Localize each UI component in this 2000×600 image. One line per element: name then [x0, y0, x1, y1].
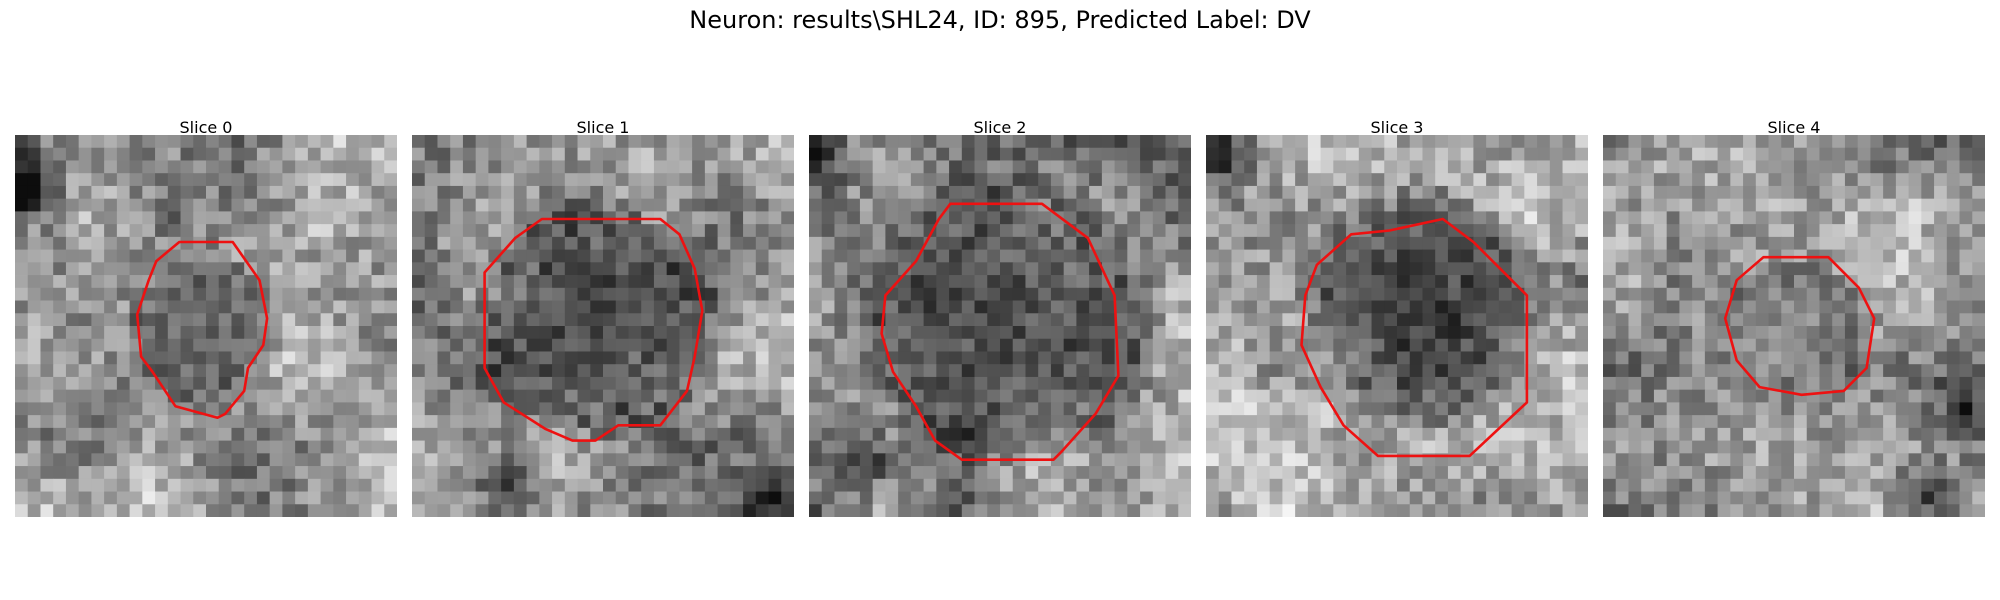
grayscale-microscopy-image [1603, 135, 1985, 517]
grayscale-microscopy-image [412, 135, 794, 517]
slice-title: Slice 2 [973, 118, 1027, 137]
segmentation-contour [880, 202, 1120, 462]
slice-panel-4: Slice 4 [1603, 118, 1985, 517]
slice-title: Slice 0 [179, 118, 233, 137]
slice-image [809, 135, 1191, 517]
slice-panel-1: Slice 1 [412, 118, 794, 517]
slice-title: Slice 4 [1767, 118, 1821, 137]
segmentation-contour [1300, 217, 1529, 458]
grayscale-microscopy-image [1206, 135, 1588, 517]
grayscale-microscopy-image [809, 135, 1191, 517]
slice-panel-2: Slice 2 [809, 118, 1191, 517]
slice-title: Slice 1 [576, 118, 630, 137]
slice-image [1603, 135, 1985, 517]
figure-title: Neuron: results\SHL24, ID: 895, Predicte… [689, 6, 1311, 34]
segmentation-contour [1723, 255, 1876, 397]
grayscale-microscopy-image [15, 135, 397, 517]
slice-panel-0: Slice 0 [15, 118, 397, 517]
slice-image [15, 135, 397, 517]
slice-image [412, 135, 794, 517]
slice-panel-3: Slice 3 [1206, 118, 1588, 517]
slice-title: Slice 3 [1370, 118, 1424, 137]
segmentation-contour [483, 217, 704, 442]
slice-image [1206, 135, 1588, 517]
segmentation-contour [135, 240, 269, 420]
